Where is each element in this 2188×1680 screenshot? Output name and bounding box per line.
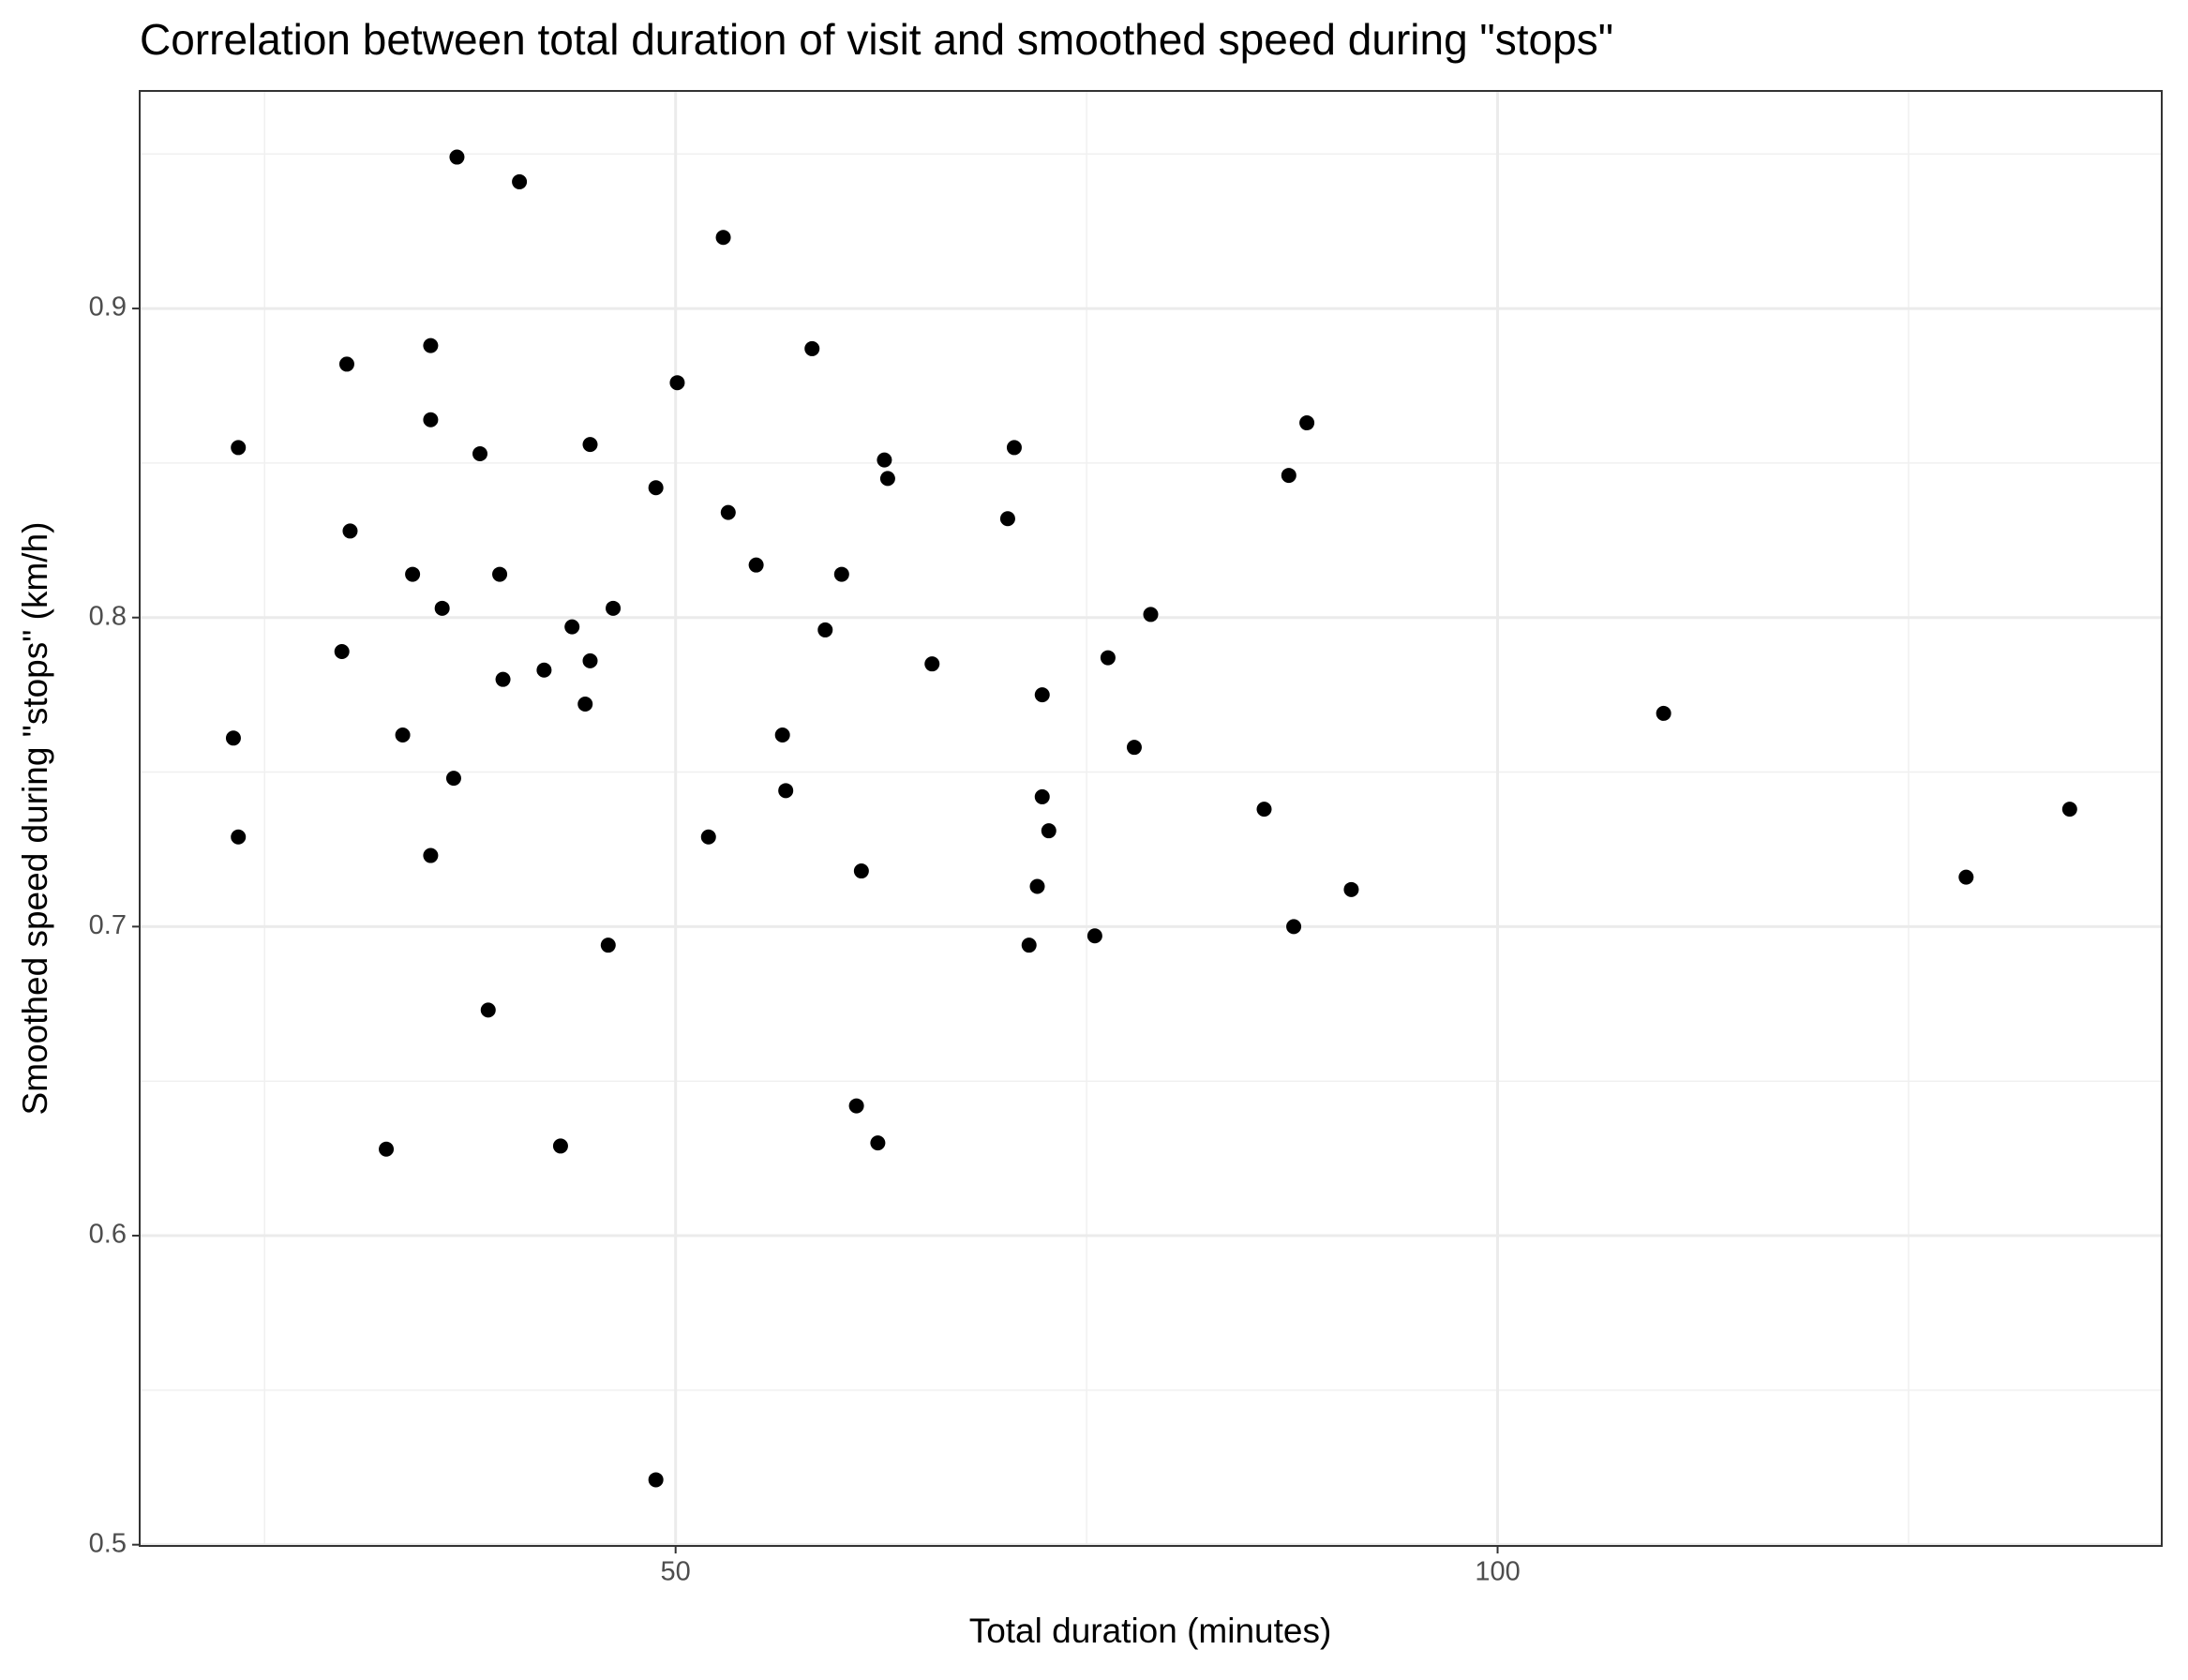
point	[1126, 740, 1142, 756]
point	[342, 523, 358, 539]
point	[1041, 823, 1057, 839]
point	[495, 671, 511, 687]
point	[848, 1098, 864, 1114]
point	[231, 440, 247, 456]
y-tick-label: 0.9	[89, 292, 127, 322]
chart-title: Correlation between total duration of vi…	[140, 15, 1613, 64]
point	[434, 600, 450, 616]
x-tick-label: 100	[1475, 1557, 1520, 1587]
point	[492, 566, 508, 582]
point	[423, 412, 439, 428]
point	[395, 727, 411, 742]
plot-border	[139, 90, 2163, 1547]
point	[423, 848, 439, 863]
point	[804, 340, 820, 356]
point	[748, 557, 764, 573]
point	[379, 1141, 395, 1157]
y-tick-label: 0.5	[89, 1528, 127, 1558]
y-tick-label: 0.7	[89, 910, 127, 940]
point	[1656, 705, 1671, 721]
y-tick-label: 0.8	[89, 601, 127, 631]
y-axis-title: Smoothed speed during "stops" (km/h)	[16, 522, 54, 1116]
point	[338, 356, 354, 372]
point	[870, 1135, 886, 1151]
point	[1343, 881, 1359, 897]
point	[1143, 607, 1159, 622]
point	[720, 504, 736, 520]
point	[536, 662, 552, 678]
point	[334, 643, 350, 659]
point	[774, 727, 790, 742]
point	[600, 938, 616, 953]
point	[1087, 928, 1102, 944]
point	[445, 771, 461, 787]
point	[924, 656, 940, 672]
point	[1034, 687, 1050, 703]
point	[2061, 802, 2077, 818]
point	[1299, 415, 1315, 431]
point	[582, 437, 598, 453]
point	[577, 697, 593, 712]
point	[423, 338, 439, 353]
point	[582, 652, 598, 668]
point	[853, 863, 869, 879]
point	[512, 173, 528, 189]
point	[1281, 468, 1296, 484]
point	[715, 230, 731, 246]
point	[700, 829, 716, 845]
y-tick-label: 0.6	[89, 1220, 127, 1250]
point	[1029, 878, 1045, 894]
point	[877, 452, 892, 468]
point	[225, 730, 241, 746]
point	[564, 619, 580, 635]
point	[669, 375, 685, 391]
x-axis-title: Total duration (minutes)	[969, 1612, 1332, 1650]
point	[879, 471, 895, 487]
point	[1286, 919, 1302, 935]
point	[1021, 938, 1037, 953]
point	[648, 480, 664, 496]
x-tick-label: 50	[661, 1557, 691, 1587]
point	[1958, 869, 1974, 885]
point	[606, 600, 622, 616]
point	[833, 566, 849, 582]
point	[1006, 440, 1022, 456]
point	[472, 446, 488, 462]
point	[1256, 802, 1272, 818]
point	[648, 1472, 664, 1488]
point	[231, 829, 247, 845]
point	[999, 511, 1015, 527]
point	[405, 566, 421, 582]
point	[1034, 788, 1050, 804]
point	[449, 149, 465, 165]
point	[480, 1002, 496, 1018]
point	[817, 622, 833, 638]
point	[552, 1138, 568, 1154]
point	[1100, 650, 1116, 666]
point	[778, 783, 794, 799]
